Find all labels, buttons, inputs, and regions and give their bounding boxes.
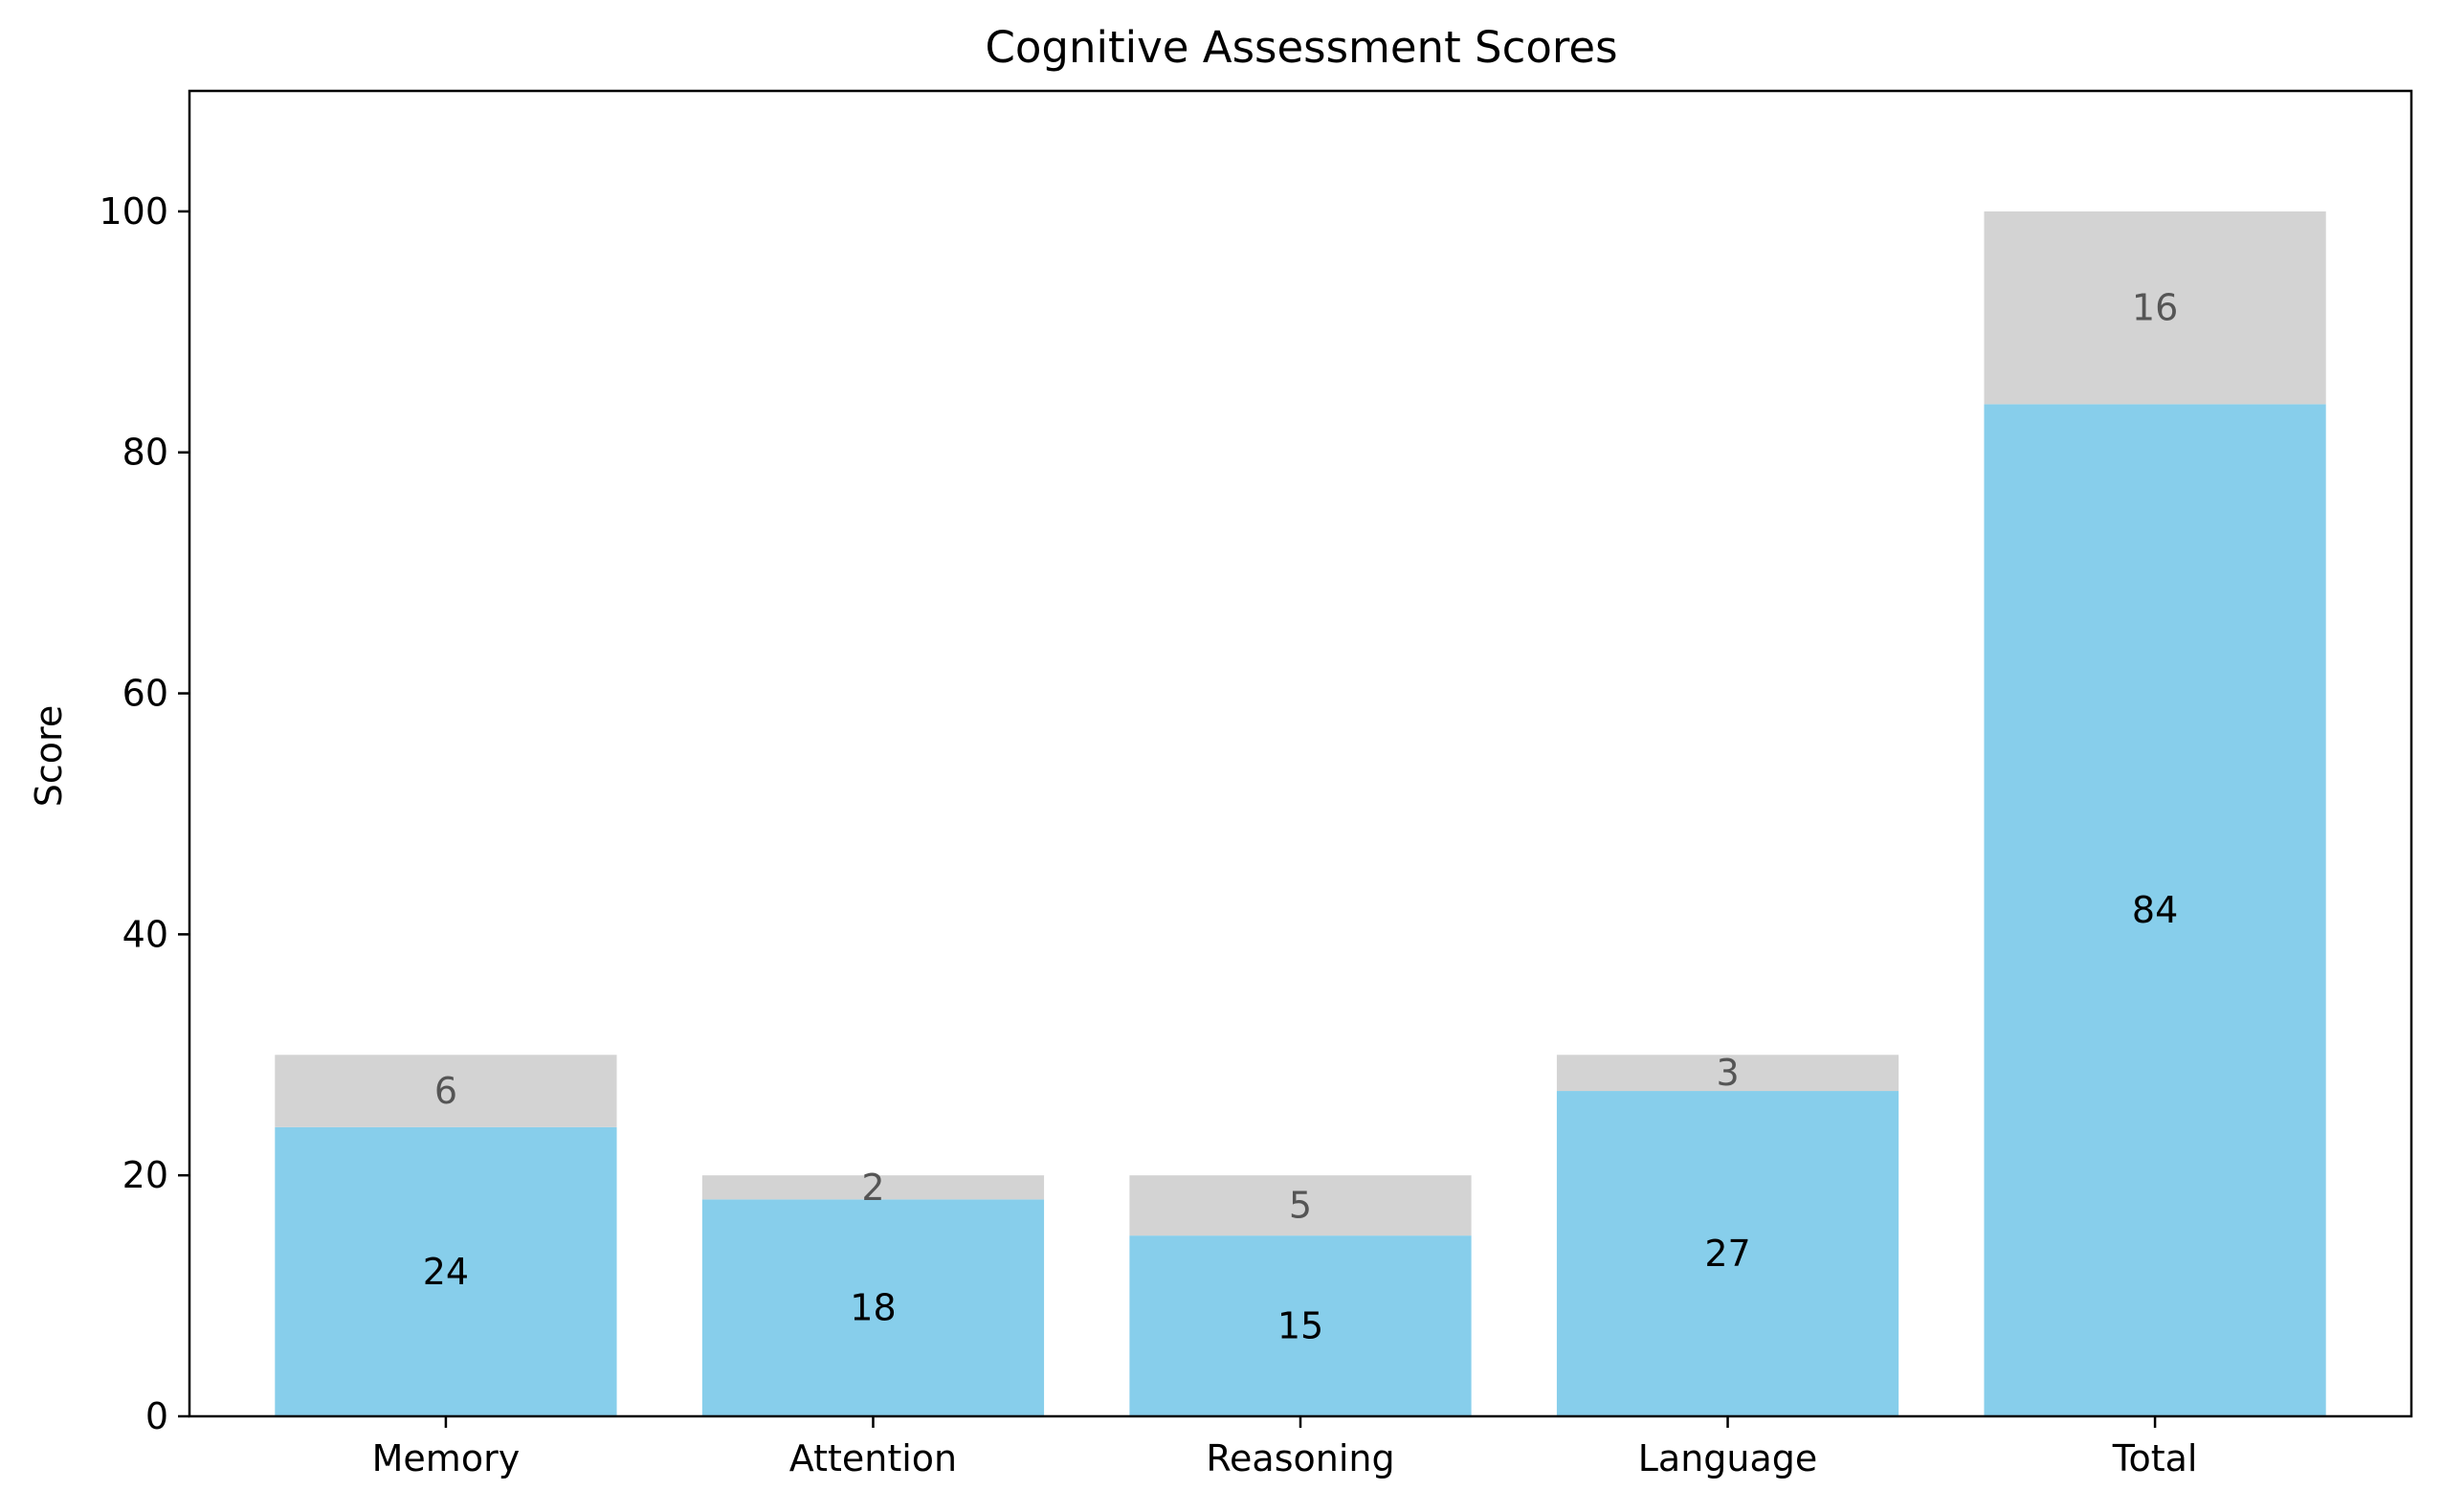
bar-value-label: 16 — [2132, 287, 2178, 329]
bar-attention-segment-2 — [701, 1175, 1045, 1200]
bar-value-label: 6 — [434, 1070, 457, 1112]
bar-value-label: 15 — [1277, 1305, 1323, 1347]
y-tick-label: 0 — [145, 1395, 168, 1437]
plot-frame — [188, 89, 2413, 1418]
x-tick-label: Language — [1638, 1437, 1818, 1479]
bar-value-label: 2 — [861, 1167, 884, 1209]
bar-language-segment-1 — [1556, 1091, 1899, 1416]
bar-value-label: 27 — [1704, 1233, 1750, 1275]
plot-area: 0 20 40 60 80 100 24 18 15 27 84 6 2 5 3 16 Memory Attent… — [99, 190, 2326, 1479]
y-tick-label: 100 — [99, 190, 168, 233]
x-tick-label: Reasoning — [1206, 1437, 1394, 1479]
y-tick-label: 60 — [122, 673, 168, 715]
y-tick-label: 20 — [122, 1154, 168, 1196]
y-axis-label: Score — [28, 705, 70, 807]
bar-value-label: 18 — [850, 1287, 896, 1329]
bar-attention-segment-1 — [701, 1199, 1045, 1416]
bar-value-label: 24 — [423, 1251, 469, 1293]
y-tick-label: 40 — [122, 913, 168, 955]
y-tick-label: 80 — [122, 432, 168, 474]
bar-language-segment-2 — [1556, 1055, 1899, 1092]
bar-memory-segment-2 — [275, 1055, 617, 1127]
bar-total-segment-2 — [1984, 211, 2326, 405]
bar-value-label: 84 — [2132, 889, 2178, 931]
bar-value-label: 3 — [1716, 1052, 1739, 1094]
bar-memory-segment-1 — [275, 1126, 617, 1416]
x-tick-label: Total — [2112, 1437, 2198, 1479]
bar-value-label: 5 — [1289, 1185, 1312, 1227]
bar-reasoning-segment-1 — [1129, 1235, 1472, 1416]
x-tick-label: Attention — [789, 1437, 957, 1479]
x-tick-label: Memory — [372, 1437, 521, 1479]
bar-reasoning-segment-2 — [1129, 1175, 1472, 1236]
chart-title: Cognitive Assessment Scores — [985, 22, 1617, 73]
bar-total-segment-1 — [1984, 404, 2326, 1416]
